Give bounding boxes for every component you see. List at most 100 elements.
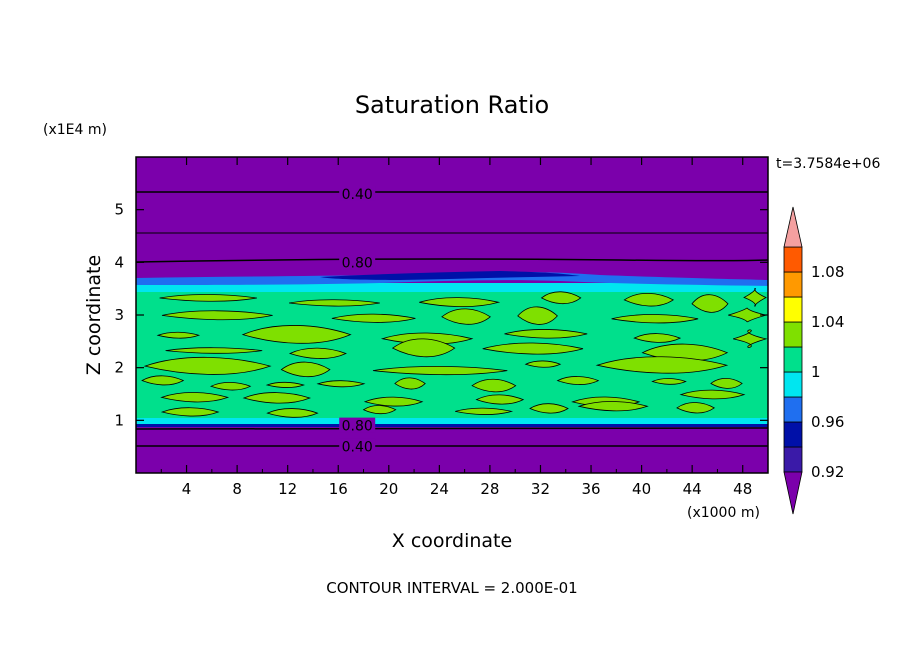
y-tick-label: 5 xyxy=(114,201,124,219)
green-patch xyxy=(633,333,682,343)
contour-label: 0.80 xyxy=(342,255,373,271)
x-tick-label: 24 xyxy=(430,480,449,498)
green-patch xyxy=(482,342,584,355)
green-patch xyxy=(363,396,424,407)
green-patch xyxy=(691,294,729,313)
contour-line-080-bottom xyxy=(136,427,768,430)
green-patch xyxy=(471,378,517,393)
colorbar-tick-label: 0.92 xyxy=(811,463,844,481)
green-patch xyxy=(391,338,456,358)
green-patch xyxy=(679,389,746,400)
green-patch xyxy=(266,408,319,418)
y-axis-title: Z coordinate xyxy=(83,255,105,375)
contour-label: 0.80 xyxy=(342,419,373,435)
green-patch xyxy=(419,297,499,308)
green-patch xyxy=(540,291,582,305)
contour-label: 0.40 xyxy=(342,440,373,456)
green-patch xyxy=(143,356,272,375)
green-patch xyxy=(288,347,347,359)
field-navy-strip xyxy=(320,271,580,280)
y-tick-label: 2 xyxy=(114,359,124,377)
colorbar-box xyxy=(783,321,803,348)
green-patch xyxy=(331,313,416,323)
green-patch xyxy=(524,360,562,368)
green-patch xyxy=(362,405,397,415)
green-patch xyxy=(265,381,305,388)
green-patch xyxy=(160,392,230,403)
green-patch xyxy=(577,401,649,412)
x-unit-label: (x1000 m) xyxy=(687,505,760,521)
x-tick-label: 16 xyxy=(329,480,348,498)
colorbar-box xyxy=(783,246,803,273)
contour-label-bg xyxy=(339,417,376,433)
green-patch xyxy=(156,331,201,339)
colorbar: 0.92 0.96 1 1.04 1.08 xyxy=(783,206,844,515)
colorbar-top-arrow xyxy=(783,206,803,248)
time-label: t=3.7584e+06 xyxy=(776,156,880,172)
green-patch xyxy=(455,407,514,415)
colorbar-tick-label: 0.96 xyxy=(811,413,844,431)
colorbar-tick-label: 1.04 xyxy=(811,313,844,331)
x-tick-label: 36 xyxy=(581,480,600,498)
green-patch xyxy=(159,294,257,302)
x-axis: 4 8 12 16 20 24 28 32 36 40 44 48 xyxy=(160,157,752,498)
green-patch xyxy=(242,392,311,404)
green-patch xyxy=(241,325,352,344)
colorbar-box xyxy=(783,396,803,423)
x-tick-label: 4 xyxy=(182,480,192,498)
field-blue-strip xyxy=(136,271,768,286)
colorbar-box xyxy=(783,371,803,398)
green-patch xyxy=(676,402,715,414)
field-cyan-bottom xyxy=(136,418,768,424)
chart-title: Saturation Ratio xyxy=(355,91,549,119)
green-patch xyxy=(517,306,558,325)
colorbar-tick-label: 1.08 xyxy=(811,263,844,281)
y-axis: 1 2 3 4 5 xyxy=(114,201,768,429)
x-tick-label: 20 xyxy=(379,480,398,498)
contour-label-bg xyxy=(339,254,376,270)
green-patch xyxy=(161,310,273,321)
colorbar-bottom-arrow xyxy=(783,471,803,515)
green-patch xyxy=(556,376,600,385)
field-lower-dry-band xyxy=(136,423,768,473)
colorbar-box xyxy=(783,296,803,323)
green-patch xyxy=(141,375,185,386)
contour-labels: 0.40 0.80 0.80 0.40 xyxy=(339,185,376,456)
colorbar-tick-label: 1 xyxy=(811,363,821,381)
y-tick-label: 3 xyxy=(114,306,124,324)
colorbar-box xyxy=(783,346,803,373)
contour-label-bg xyxy=(339,185,376,201)
x-tick-label: 28 xyxy=(480,480,499,498)
field-cyan-strip xyxy=(136,283,768,292)
contour-label-bg xyxy=(339,438,376,454)
contour-interval-footer: CONTOUR INTERVAL = 2.000E-01 xyxy=(326,579,577,597)
x-tick-label: 44 xyxy=(683,480,702,498)
saturation-field xyxy=(136,157,768,473)
green-patches xyxy=(141,287,768,418)
y-unit-label: (x1E4 m) xyxy=(43,122,107,138)
green-patch xyxy=(529,403,569,414)
green-patch xyxy=(611,314,699,324)
x-tick-label: 48 xyxy=(733,480,752,498)
green-patch xyxy=(289,299,380,307)
y-tick-label: 1 xyxy=(114,411,124,429)
contour-line-040-bottom xyxy=(136,444,768,447)
green-patch xyxy=(651,378,687,385)
x-tick-label: 40 xyxy=(632,480,651,498)
green-patch xyxy=(595,356,729,374)
green-patch xyxy=(160,407,220,417)
x-axis-title: X coordinate xyxy=(392,530,512,552)
green-patch xyxy=(209,382,252,391)
green-patch xyxy=(165,347,263,354)
field-navy-bottom xyxy=(136,424,768,427)
green-patch xyxy=(475,394,525,405)
green-patch xyxy=(280,361,331,378)
green-patch xyxy=(623,293,674,307)
y-tick-label: 4 xyxy=(114,253,124,271)
colorbar-box xyxy=(783,421,803,448)
x-tick-label: 32 xyxy=(531,480,550,498)
green-patch xyxy=(316,380,366,388)
green-patch xyxy=(732,329,768,348)
field-upper-dry-band xyxy=(136,157,768,287)
